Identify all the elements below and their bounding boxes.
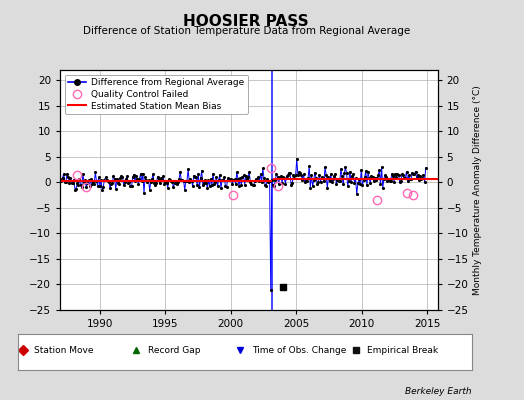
Y-axis label: Monthly Temperature Anomaly Difference (°C): Monthly Temperature Anomaly Difference (… xyxy=(473,85,482,295)
Text: Berkeley Earth: Berkeley Earth xyxy=(405,387,472,396)
Text: HOOSIER PASS: HOOSIER PASS xyxy=(183,14,309,29)
Legend: Difference from Regional Average, Quality Control Failed, Estimated Station Mean: Difference from Regional Average, Qualit… xyxy=(65,74,248,114)
Text: Time of Obs. Change: Time of Obs. Change xyxy=(252,346,346,355)
Text: Empirical Break: Empirical Break xyxy=(367,346,439,355)
Text: Record Gap: Record Gap xyxy=(148,346,200,355)
Text: Difference of Station Temperature Data from Regional Average: Difference of Station Temperature Data f… xyxy=(83,26,410,36)
Text: Station Move: Station Move xyxy=(34,346,94,355)
